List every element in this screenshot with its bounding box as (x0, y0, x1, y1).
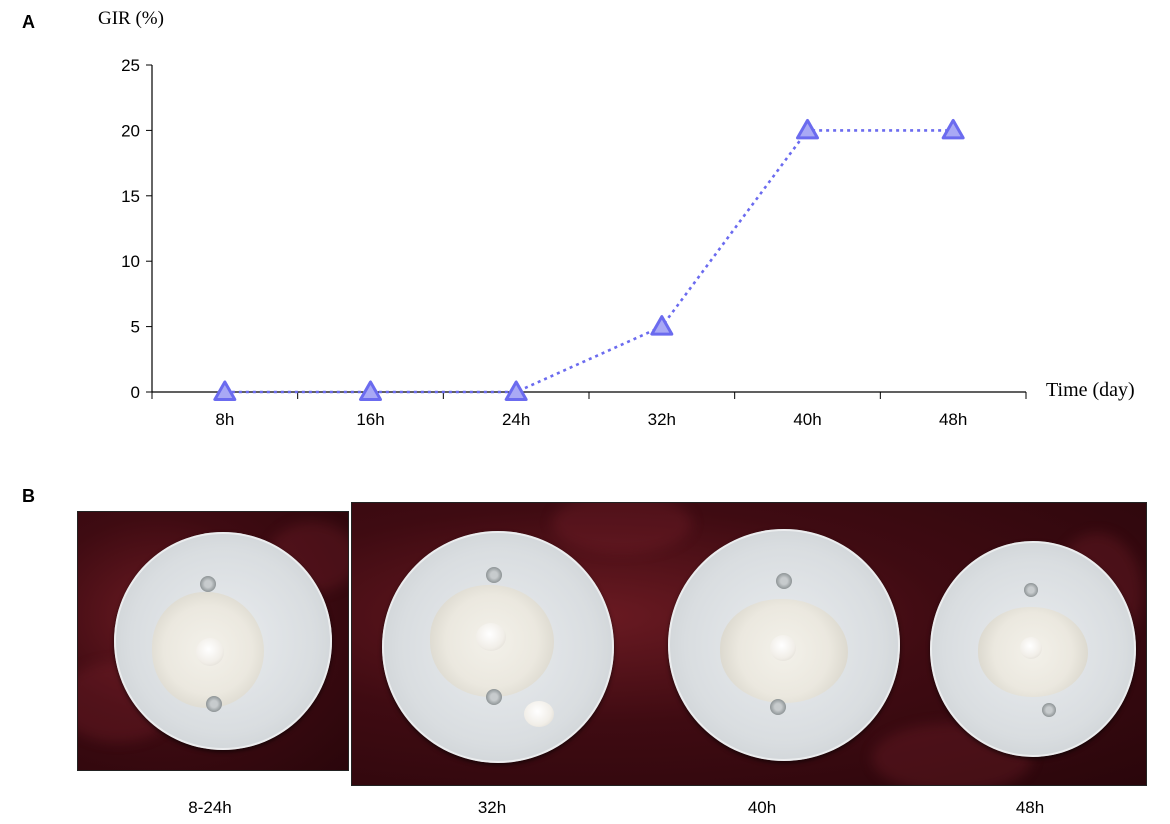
x-tick-label: 32h (648, 410, 676, 429)
y-tick-label: 5 (131, 318, 140, 337)
panel-a-label: A (22, 12, 35, 32)
petri-photo-strip (351, 502, 1147, 786)
data-point-marker (796, 118, 819, 140)
top-well (200, 576, 216, 592)
data-point-marker (213, 380, 237, 401)
photo-caption-32h: 32h (477, 798, 507, 817)
x-axis-label: Time (day) (1046, 379, 1135, 401)
y-tick-label: 0 (131, 383, 140, 402)
pathogen-plug-32h (524, 701, 554, 727)
data-point-marker (941, 118, 965, 140)
gir-line-chart: 0 5 10 15 20 25 8h 16h 24h 32h 40h 48h GIR (%) Time… (98, 8, 1135, 429)
bottom-well-48h (1042, 703, 1056, 717)
data-point-marker (504, 380, 528, 401)
top-well-32h (486, 567, 502, 583)
photo-caption-40h: 40h (747, 798, 777, 817)
x-tick-label: 40h (793, 410, 821, 429)
y-tick-label: 20 (121, 121, 140, 140)
x-tick-label: 16h (356, 410, 384, 429)
y-axis-label: GIR (%) (98, 8, 164, 29)
photo-caption-8-24h: 8-24h (188, 798, 232, 817)
bottom-well-40h (770, 699, 786, 715)
x-tick-label: 24h (502, 410, 530, 429)
inoculum-plug-32h (476, 623, 506, 651)
bottom-well (206, 696, 222, 712)
petri-photo-8-24h (77, 511, 349, 771)
bottom-well-32h (486, 689, 502, 705)
chart-axes (151, 65, 1026, 393)
panel-b-label: B (22, 486, 35, 506)
top-well-48h (1024, 583, 1038, 597)
x-tick-label: 8h (215, 410, 234, 429)
inoculum-plug (196, 638, 224, 666)
top-well-40h (776, 573, 792, 589)
y-tick-label: 25 (121, 56, 140, 75)
series-line (224, 129, 954, 394)
x-tick-label: 48h (939, 410, 967, 429)
y-tick-label: 15 (121, 187, 140, 206)
inoculum-plug-48h (1020, 637, 1042, 659)
data-point-marker (650, 315, 674, 336)
photo-caption-48h: 48h (1015, 798, 1045, 817)
data-point-marker (359, 380, 382, 401)
inoculum-plug-40h (770, 635, 796, 661)
y-tick-label: 10 (121, 252, 140, 271)
chart-series (213, 118, 965, 401)
chart-ticks: 0 5 10 15 20 25 8h 16h 24h 32h 40h 48h (121, 56, 1027, 429)
